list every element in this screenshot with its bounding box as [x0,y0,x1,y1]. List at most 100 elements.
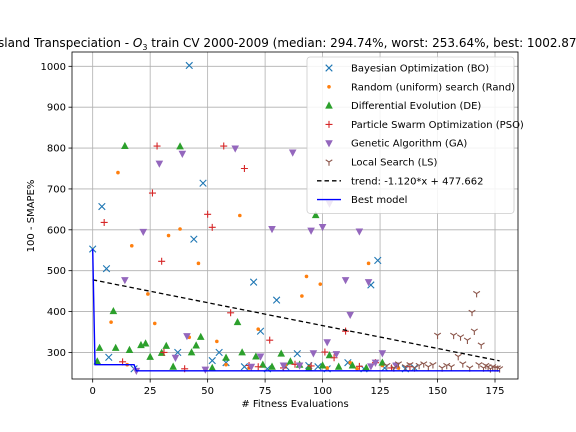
legend-label: Genetic Algorithm (GA) [351,139,467,150]
data-point [415,362,423,370]
data-point [238,213,242,218]
data-point [231,145,240,153]
legend-marker [325,101,333,109]
data-point [178,227,182,231]
data-point [367,363,375,371]
data-point [153,142,161,150]
data-point [272,296,281,304]
data-point [424,364,432,371]
data-point [158,257,166,265]
data-point [111,343,120,351]
data-point [362,363,371,371]
x-axis-label: # Fitness Evaluations [241,399,348,410]
data-point [252,352,260,360]
data-point [309,350,318,358]
data-point [204,210,212,218]
data-point [288,149,297,157]
data-point [334,362,343,370]
data-point [295,362,304,370]
chart-title: sland Transpeciation - O3 train CV 2000-… [0,36,576,52]
data-point [454,353,462,361]
data-point [341,277,350,285]
legend-label: Local Search (LS) [351,158,437,169]
legend-marker [325,159,333,166]
data-point [208,363,217,371]
chart-title-o: O [133,36,142,50]
x-tick-label: 75 [259,386,272,397]
y-axis-label: 100 - SMAPE% [26,180,37,253]
data-point [240,363,249,371]
data-point [325,366,329,370]
legend-label: Bayesian Optimization (BO) [351,64,489,75]
legend-label: trend: -1.120*x + 477.662 [351,176,483,187]
data-point [325,351,334,359]
data-point [433,332,442,340]
data-point [196,261,201,266]
data-point [307,227,315,235]
data-point [355,366,359,371]
legend-label: Best model [351,195,407,206]
plot-frame [71,51,519,380]
data-point [192,341,200,349]
data-point [456,334,465,341]
legend-marker [325,64,333,72]
data-point [344,358,352,367]
data-point [183,333,191,341]
data-point [233,317,242,326]
data-point [401,364,409,371]
data-point [463,337,472,344]
data-point [95,343,104,351]
data-point [171,354,180,362]
data-point [208,223,216,231]
data-point [139,228,148,237]
data-point [215,348,223,357]
x-tick-label: 0 [90,386,96,397]
data-point [318,282,323,286]
data-point [121,141,129,150]
data-point [459,361,467,368]
data-point [371,359,380,367]
data-point [141,339,150,347]
y-tick-label: 600 [47,225,66,236]
data-point [109,306,118,315]
y-axis: 300 400 500 600 700 800 900 1000 [41,62,72,359]
data-point [355,228,364,236]
chart-title-sub: 3 [142,43,147,52]
y-tick-label: 900 [47,103,66,114]
data-point [468,309,476,317]
data-point [240,164,248,172]
data-point [394,361,403,368]
x-tick-label: 150 [428,386,447,397]
data-point [109,320,113,324]
series-5 [383,290,504,373]
y-tick-label: 400 [47,307,66,318]
legend: Bayesian Optimization (BO) Random (unifor… [306,56,524,214]
data-point [300,294,304,298]
x-tick-label: 175 [485,386,504,397]
data-point [348,360,352,365]
y-tick-label: 300 [47,348,66,359]
data-point [166,233,171,238]
data-point [311,210,320,219]
data-point [187,348,196,356]
data-point [256,327,261,331]
data-point [470,328,478,335]
data-point [155,160,164,168]
legend-box [306,56,515,214]
data-point [396,366,401,370]
data-point [129,243,134,248]
data-point [447,364,455,371]
legend-marker [327,85,331,89]
data-point [318,361,327,369]
x-tick-label: 125 [371,386,390,397]
trend-line [92,279,500,362]
data-point [323,339,331,347]
data-point [116,170,120,175]
data-point [100,218,108,226]
data-point [148,189,156,197]
data-point [346,311,354,320]
data-point [383,362,391,370]
data-point [160,348,168,356]
data-point [355,362,363,370]
y-tick-label: 500 [47,266,66,277]
